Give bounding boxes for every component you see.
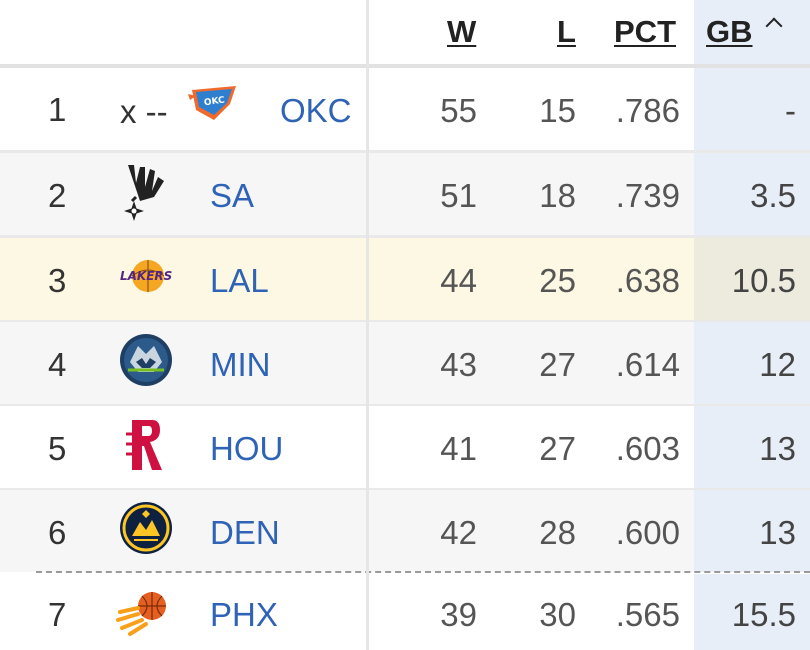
losses-cell: 15: [539, 92, 576, 129]
rank-cell: 1: [48, 91, 67, 128]
rank-cell: 5: [48, 430, 67, 467]
playoff-cutoff-line: [36, 571, 810, 573]
header-divider: [0, 64, 810, 68]
table-row: 2 SA 51 18 .739 3.5: [0, 153, 810, 238]
team-link-min[interactable]: MIN: [210, 346, 271, 383]
suns-logo-icon: [116, 592, 166, 636]
row-divider: [0, 488, 810, 491]
sorted-column-cell-bg: [694, 153, 810, 235]
team-link-hou[interactable]: HOU: [210, 430, 284, 467]
wins-cell: 39: [440, 596, 477, 633]
spurs-logo-icon: [124, 165, 164, 221]
svg-text:LAKERS: LAKERS: [120, 269, 172, 283]
column-header-gb[interactable]: GB: [706, 14, 753, 49]
gb-cell: 10.5: [731, 262, 796, 299]
wins-cell: 42: [440, 514, 477, 551]
team-link-sa[interactable]: SA: [210, 177, 255, 214]
gb-cell: 12: [759, 346, 796, 383]
pct-cell: .603: [615, 430, 680, 467]
team-link-phx[interactable]: PHX: [210, 596, 278, 633]
column-header-pct[interactable]: PCT: [614, 14, 676, 49]
sorted-column-header-bg: [694, 0, 810, 66]
losses-cell: 30: [539, 596, 576, 633]
rank-cell: 3: [48, 262, 67, 299]
rank-cell: 4: [48, 346, 67, 383]
nuggets-logo-icon: [120, 502, 172, 554]
rank-cell: 2: [48, 177, 67, 214]
wins-cell: 43: [440, 346, 477, 383]
row-divider: [0, 404, 810, 407]
sorted-column-cell-bg: [694, 322, 810, 404]
wins-cell: 51: [440, 177, 477, 214]
sorted-column-cell-bg: [694, 238, 810, 320]
team-link-okc[interactable]: OKC: [280, 92, 352, 129]
pct-cell: .614: [615, 346, 680, 383]
wins-cell: 44: [440, 262, 477, 299]
losses-cell: 27: [539, 430, 576, 467]
rank-cell: 6: [48, 514, 67, 551]
thunder-logo-icon: OKC: [188, 86, 236, 120]
row-divider: [0, 150, 810, 153]
svg-text:OKC: OKC: [203, 95, 225, 108]
gb-cell: 3.5: [750, 177, 796, 214]
column-header-w[interactable]: W: [447, 14, 477, 49]
gb-cell: 13: [759, 430, 796, 467]
team-link-lal[interactable]: LAL: [210, 262, 269, 299]
sorted-column-cell-bg: [694, 406, 810, 488]
column-header-l[interactable]: L: [557, 14, 576, 49]
table-header: W L PCT GB: [0, 0, 810, 66]
pct-cell: .739: [615, 177, 680, 214]
gb-cell: 13: [759, 514, 796, 551]
timberwolves-logo-icon: [120, 334, 172, 386]
pct-cell: .786: [615, 92, 680, 129]
table-row: 5 HOU 41 27 .603 13: [0, 406, 810, 491]
rockets-logo-icon: [126, 420, 162, 470]
losses-cell: 25: [539, 262, 576, 299]
table-row: 7 PHX 39 30 .565 15.5: [0, 574, 810, 650]
losses-cell: 27: [539, 346, 576, 383]
wins-cell: 55: [440, 92, 477, 129]
column-divider: [366, 0, 369, 650]
table-row: 4 MIN 43 27 .614 12: [0, 322, 810, 407]
pct-cell: .638: [615, 262, 680, 299]
losses-cell: 28: [539, 514, 576, 551]
table-row: 6 DEN 42 28 .600 13: [0, 490, 810, 572]
table-row-highlighted: 3 LAKERS LAL 44 25 .638 10.5: [0, 238, 810, 323]
losses-cell: 18: [539, 177, 576, 214]
gb-cell: 15.5: [731, 596, 796, 633]
pct-cell: .600: [615, 514, 680, 551]
team-link-den[interactable]: DEN: [210, 514, 280, 551]
row-divider: [0, 320, 810, 323]
row-divider: [0, 235, 810, 238]
rank-cell: 7: [48, 596, 67, 633]
wins-cell: 41: [440, 430, 477, 467]
gb-cell: -: [785, 92, 796, 129]
sorted-column-cell-bg: [694, 490, 810, 572]
pct-cell: .565: [615, 596, 680, 633]
clinched-prefix: x --: [120, 93, 168, 130]
lakers-logo-icon: LAKERS: [120, 260, 172, 292]
sorted-column-cell-bg: [694, 574, 810, 650]
sorted-column-cell-bg: [694, 68, 810, 150]
table-row: 1 x -- OKC OKC 55 15 .786 -: [0, 68, 810, 153]
